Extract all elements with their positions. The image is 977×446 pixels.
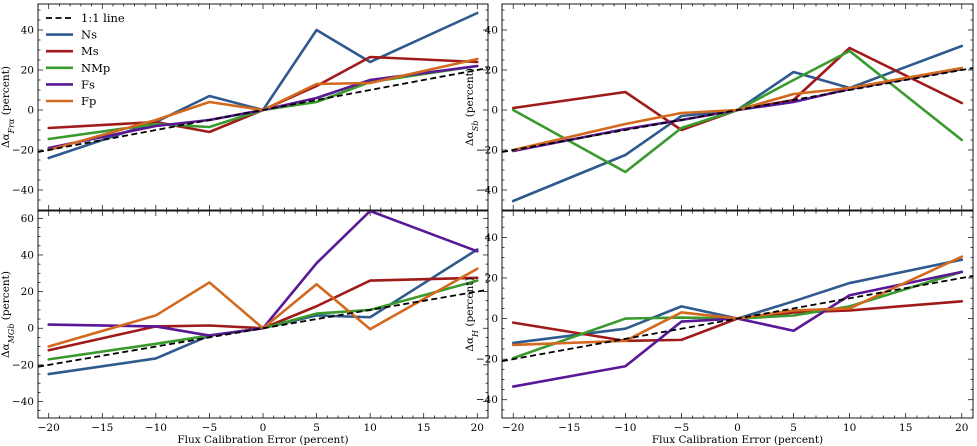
series-line-fp	[511, 255, 964, 347]
x-tick-label: 5	[790, 422, 797, 434]
y-tick-label: −20	[476, 354, 498, 366]
one-to-one-line	[502, 275, 973, 363]
x-tick-label: −5	[202, 422, 217, 434]
axes-frame	[37, 210, 489, 419]
x-tick-label: −15	[558, 422, 580, 434]
y-tick-label: 0	[491, 105, 498, 117]
x-tick-label: 15	[417, 422, 430, 434]
one-to-one-line	[38, 67, 488, 153]
x-tick-label: −20	[502, 422, 524, 434]
series-line-fs	[47, 211, 479, 337]
panel-bottom-right: −20 −15 −10 −5 0 5 10 15 20 −40 −20 0 20 40 ΔαH (perce…	[464, 210, 974, 446]
y-tick-label: 0	[27, 105, 34, 117]
x-tick-label: −5	[674, 422, 689, 434]
panel-top-right: −40 −20 0 20 40 ΔαSb (percent)	[464, 3, 974, 211]
series-line-nmp	[47, 64, 479, 141]
legend: 1:1 line Ns Ms NMp Fs Fp	[46, 11, 125, 108]
legend-label: 1:1 line	[81, 11, 125, 25]
plot-area	[38, 11, 488, 160]
x-tick-label: 5	[313, 422, 320, 434]
y-axis-label: ΔαMGb (percent)	[0, 271, 16, 358]
axes-frame	[501, 3, 974, 211]
x-tick-label: 0	[734, 422, 741, 434]
legend-label: Ms	[81, 44, 99, 58]
series-line-nmp	[47, 279, 479, 361]
y-tick-label: −20	[12, 145, 34, 157]
y-tick-label: −40	[12, 396, 34, 408]
x-tick-label: −10	[614, 422, 636, 434]
y-tick-label: 40	[485, 232, 498, 244]
y-tick-label: 20	[21, 65, 34, 77]
y-tick-label: 0	[27, 323, 34, 335]
y-tick-label: 40	[21, 249, 34, 261]
y-tick-label: 40	[485, 25, 498, 37]
panel-top-left: −40 −20 0 20 40 ΔαFrα (percent)	[0, 3, 489, 211]
y-tick-label: −40	[12, 185, 34, 197]
plot-area	[502, 255, 973, 388]
legend-label: Fs	[81, 77, 95, 91]
axes-frame	[37, 3, 489, 211]
series-line-fs	[47, 64, 479, 150]
series-line-ns	[47, 11, 479, 160]
legend-label: Ns	[81, 28, 97, 42]
x-tick-label: 0	[260, 422, 267, 434]
series-line-ms	[511, 46, 964, 132]
x-tick-label: 10	[843, 422, 856, 434]
x-tick-label: 20	[955, 422, 968, 434]
y-axis-label: ΔαH (percent)	[464, 277, 480, 351]
x-tick-label: 20	[471, 422, 484, 434]
series-line-ms	[47, 55, 479, 134]
y-axis-label: ΔαFrα (percent)	[0, 66, 16, 148]
y-tick-label: −40	[476, 394, 498, 406]
series-line-ns	[47, 248, 479, 376]
one-to-one-line	[38, 288, 488, 368]
y-tick-label: 40	[21, 25, 34, 37]
panel-bottom-left: −20 −15 −10 −5 0 5 10 15 20 −40 −20 0 20 40 60 ΔαMGb (p…	[0, 210, 489, 446]
y-tick-label: −20	[476, 145, 498, 157]
y-tick-label: −20	[12, 359, 34, 371]
y-tick-label: 0	[491, 313, 498, 325]
plot-area	[38, 211, 488, 376]
y-tick-label: 20	[21, 286, 34, 298]
x-tick-label: −15	[91, 422, 113, 434]
y-tick-label: 20	[485, 272, 498, 284]
one-to-one-line	[502, 67, 973, 153]
y-axis-label: ΔαSb (percent)	[464, 68, 480, 146]
y-tick-label: −40	[476, 185, 498, 197]
x-axis-label: Flux Calibration Error (percent)	[652, 434, 823, 446]
axes-frame	[501, 210, 974, 419]
y-tick-label: 20	[485, 65, 498, 77]
x-axis-label: Flux Calibration Error (percent)	[177, 434, 348, 446]
plot-area	[502, 44, 973, 203]
x-tick-label: −20	[38, 422, 60, 434]
series-line-ns	[511, 258, 964, 345]
x-tick-label: 15	[899, 422, 912, 434]
legend-label: NMp	[81, 61, 110, 75]
x-tick-label: 10	[363, 422, 376, 434]
y-tick-label: 60	[21, 213, 34, 225]
legend-label: Fp	[81, 94, 96, 108]
x-tick-label: −10	[145, 422, 167, 434]
